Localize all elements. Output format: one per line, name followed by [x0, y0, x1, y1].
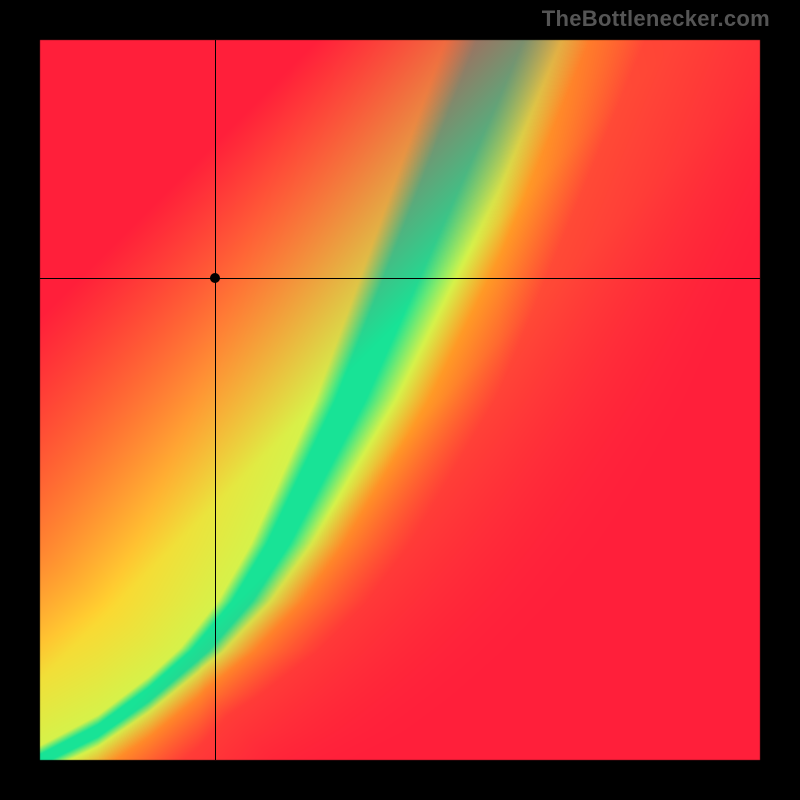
heatmap-canvas	[0, 0, 800, 800]
crosshair-marker	[210, 273, 220, 283]
chart-container: TheBottlenecker.com	[0, 0, 800, 800]
crosshair-vertical	[215, 40, 216, 760]
crosshair-horizontal	[40, 278, 760, 279]
watermark-text: TheBottlenecker.com	[542, 6, 770, 32]
heatmap-plot	[40, 40, 760, 760]
